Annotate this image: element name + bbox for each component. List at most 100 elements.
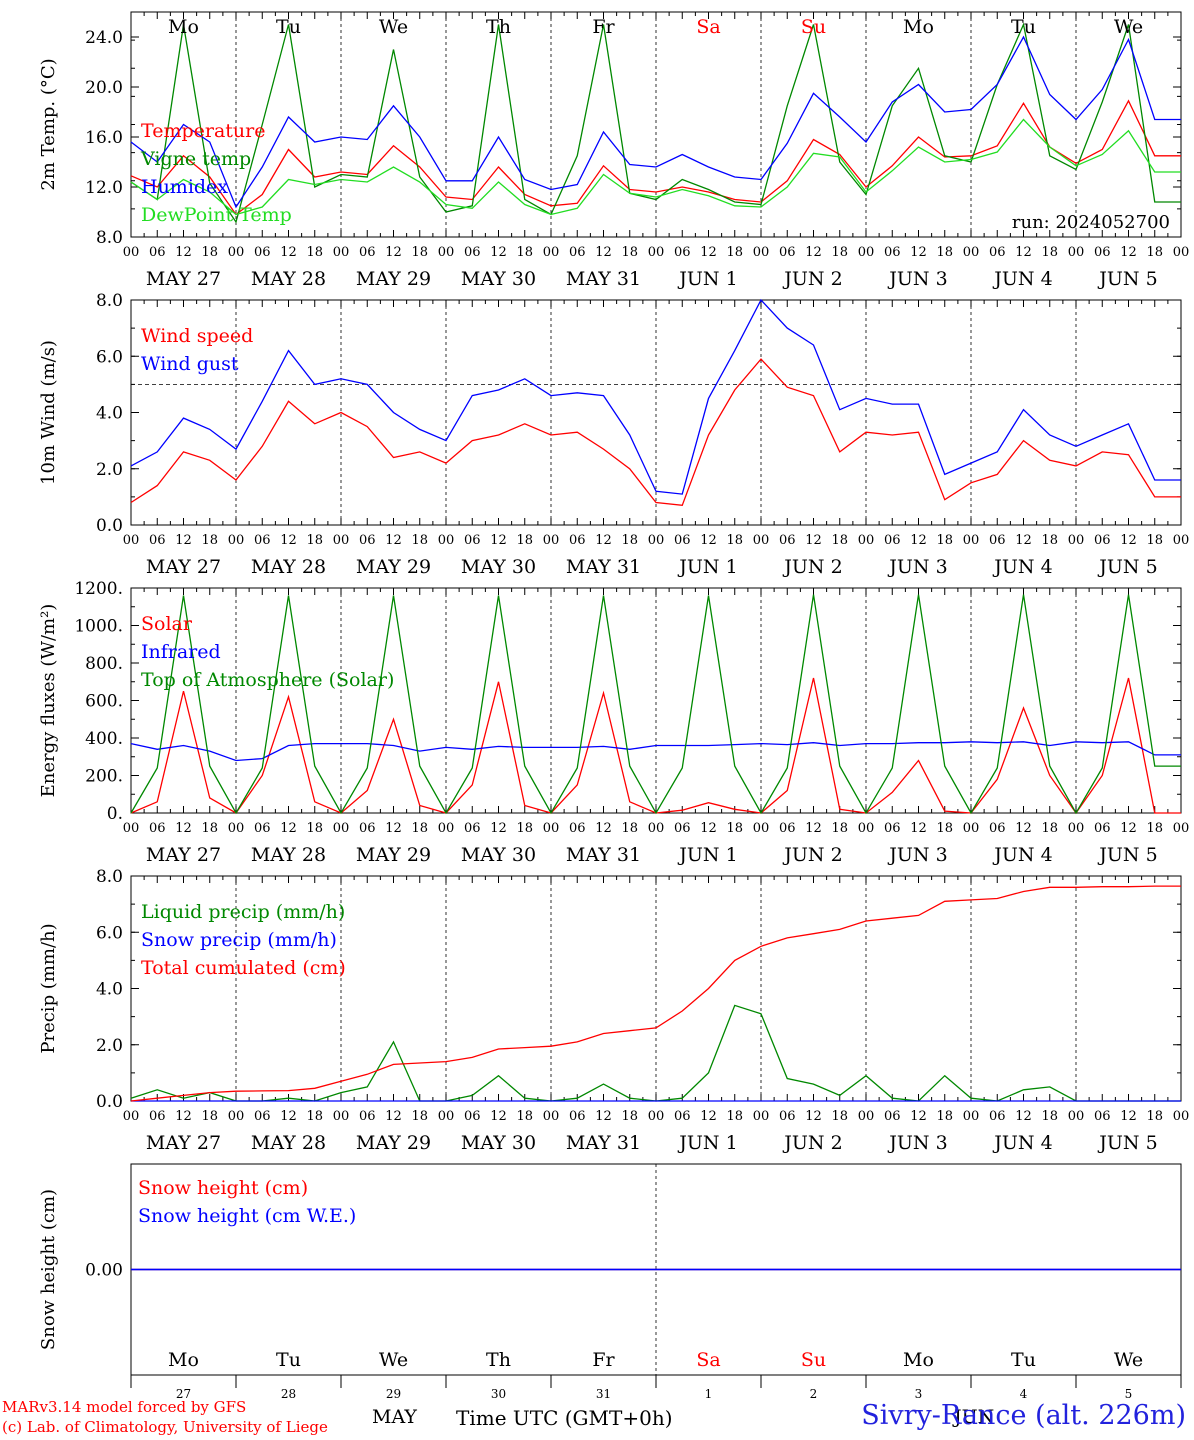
hour-tick-label: 06 — [254, 245, 271, 260]
hour-tick-label: 06 — [989, 245, 1006, 260]
hour-tick-label: 18 — [936, 245, 953, 260]
hour-tick-label: 18 — [621, 1109, 638, 1124]
weekday-label-bottom: Tu — [1011, 1349, 1036, 1371]
date-label: JUN 2 — [782, 556, 842, 578]
hour-tick-label: 18 — [936, 1109, 953, 1124]
date-label: JUN 4 — [992, 556, 1052, 578]
hour-tick-label: 18 — [621, 821, 638, 836]
hour-tick-label: 12 — [490, 245, 507, 260]
hour-tick-label: 18 — [516, 821, 533, 836]
hour-tick-label: 00 — [753, 245, 770, 260]
series-line-wind-gust — [130, 298, 1181, 495]
date-label: JUN 2 — [782, 844, 842, 866]
hour-tick-label: 12 — [1015, 245, 1032, 260]
hour-tick-label: 06 — [359, 1109, 376, 1124]
hour-tick-label: 00 — [228, 533, 245, 548]
date-label: MAY 28 — [251, 844, 326, 866]
weekday-label-top: Mo — [168, 16, 199, 38]
hour-tick-label: 06 — [464, 245, 481, 260]
y-tick-label: 1200. — [74, 579, 123, 599]
date-label: JUN 2 — [782, 1132, 842, 1154]
hour-tick-label: 00 — [228, 245, 245, 260]
hour-tick-label: 00 — [438, 1109, 455, 1124]
hour-tick-label: 06 — [989, 1109, 1006, 1124]
date-label: JUN 3 — [887, 1132, 947, 1154]
date-label: MAY 30 — [461, 1132, 536, 1154]
weekday-label-bottom: We — [379, 1349, 408, 1371]
hour-tick-label: 06 — [569, 245, 586, 260]
panel-3: 0. 200. 400. 600. 800. 1000. 1200. Energy fluxe… — [38, 579, 1189, 866]
date-label: MAY 29 — [356, 556, 431, 578]
hour-tick-label: 12 — [1015, 1109, 1032, 1124]
hour-tick-label: 00 — [963, 1109, 980, 1124]
weekday-label-bottom: Tu — [276, 1349, 301, 1371]
hour-tick-label: 12 — [385, 533, 402, 548]
date-label: JUN 4 — [992, 844, 1052, 866]
hour-tick-label: 12 — [1120, 1109, 1137, 1124]
panel-1: 8.0 12.0 16.0 20.0 24.0 2m Temp. (°C) Temperat… — [38, 11, 1189, 290]
legend-entry: Snow height (cm W.E.) — [138, 1205, 356, 1227]
hour-tick-label: 06 — [779, 245, 796, 260]
hour-tick-label: 00 — [1173, 821, 1190, 836]
hour-tick-label: 00 — [333, 821, 350, 836]
y-tick-label: 8.0 — [96, 291, 123, 311]
hour-tick-label: 12 — [805, 821, 822, 836]
legend-entry: Snow height (cm) — [138, 1177, 308, 1199]
hour-tick-label: 00 — [858, 1109, 875, 1124]
series-line-humidex — [130, 35, 1181, 209]
date-label: MAY 31 — [566, 268, 641, 290]
hour-tick-label: 00 — [543, 533, 560, 548]
hour-tick-label: 12 — [910, 1109, 927, 1124]
hour-tick-label: 12 — [280, 821, 297, 836]
day-number-label: 27 — [176, 1387, 191, 1401]
hour-tick-label: 12 — [1120, 533, 1137, 548]
date-label: JUN 3 — [887, 844, 947, 866]
hour-tick-label: 06 — [884, 1109, 901, 1124]
hour-tick-label: 18 — [1146, 1109, 1163, 1124]
hour-tick-label: 12 — [1015, 821, 1032, 836]
panel-5: 0.00 Snow height (cm) Snow height (cm) Snow… — [38, 1163, 1182, 1376]
date-label: MAY 27 — [146, 556, 221, 578]
y-tick-label: 1000. — [74, 617, 123, 637]
hour-tick-label: 18 — [936, 821, 953, 836]
legend-entry: Top of Atmosphere (Solar) — [141, 669, 394, 691]
hour-tick-label: 12 — [700, 1109, 717, 1124]
y-tick-label: 12.0 — [85, 178, 123, 198]
hour-tick-label: 06 — [1094, 533, 1111, 548]
hour-tick-label: 00 — [963, 821, 980, 836]
hour-tick-label: 12 — [700, 821, 717, 836]
date-label: MAY 28 — [251, 1132, 326, 1154]
weekday-label-bottom: Th — [486, 1349, 511, 1371]
y-tick-label: 16.0 — [85, 128, 123, 148]
y-tick-label: 0.0 — [96, 516, 123, 536]
hour-tick-label: 12 — [700, 245, 717, 260]
hour-tick-label: 18 — [306, 821, 323, 836]
hour-tick-label: 18 — [726, 245, 743, 260]
hour-tick-label: 06 — [149, 245, 166, 260]
hour-tick-label: 00 — [438, 821, 455, 836]
month-label-jun: JUN — [954, 1406, 995, 1428]
hour-tick-label: 06 — [779, 1109, 796, 1124]
hour-tick-label: 18 — [831, 1109, 848, 1124]
panel-4: 0.0 2.0 4.0 6.0 8.0 Precip (mm/h) Liquid preci… — [38, 867, 1189, 1154]
hour-tick-label: 06 — [359, 245, 376, 260]
date-label: JUN 5 — [1097, 556, 1157, 578]
day-number-label: 31 — [596, 1387, 611, 1401]
day-number-label: 3 — [915, 1387, 923, 1401]
date-label: MAY 31 — [566, 844, 641, 866]
hour-tick-label: 12 — [385, 245, 402, 260]
date-label: JUN 1 — [677, 844, 737, 866]
hour-tick-label: 12 — [280, 533, 297, 548]
hour-tick-label: 12 — [595, 1109, 612, 1124]
series-line-total-cumulated-cm- — [130, 885, 1181, 1102]
hour-tick-label: 00 — [858, 821, 875, 836]
hour-tick-label: 18 — [201, 533, 218, 548]
y-tick-label: 0. — [107, 804, 123, 824]
legend-entry: Liquid precip (mm/h) — [141, 901, 345, 923]
y-tick-label: 4.0 — [96, 980, 123, 1000]
hour-tick-label: 00 — [1068, 245, 1085, 260]
hour-tick-label: 00 — [963, 533, 980, 548]
hour-tick-label: 12 — [595, 821, 612, 836]
day-number-label: 28 — [281, 1387, 296, 1401]
date-label: JUN 5 — [1097, 1132, 1157, 1154]
